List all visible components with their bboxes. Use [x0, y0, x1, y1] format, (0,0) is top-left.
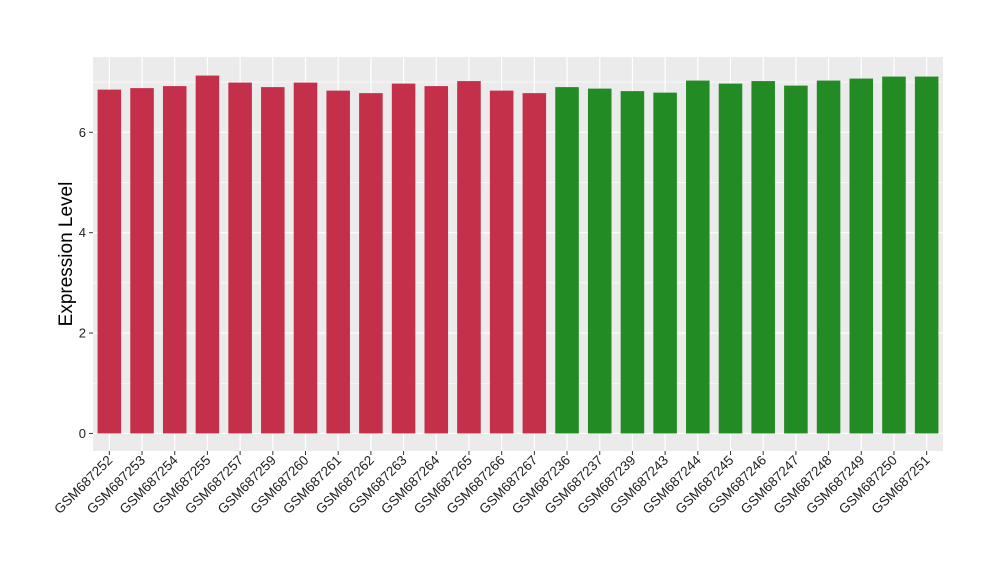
bar-GSM687246	[751, 81, 775, 434]
bar-GSM687255	[195, 75, 220, 434]
bar-GSM687264	[424, 86, 449, 434]
bar-GSM687245	[718, 83, 743, 434]
bar-GSM687263	[391, 83, 416, 434]
bar-GSM687265	[457, 81, 481, 434]
bar-GSM687247	[784, 85, 808, 434]
y-tick-label: 6	[79, 125, 86, 140]
bar-GSM687252	[97, 89, 122, 434]
bar-GSM687267	[522, 93, 547, 434]
bar-GSM687248	[816, 80, 841, 434]
bar-GSM687250	[882, 76, 906, 434]
bars	[97, 75, 939, 434]
bar-GSM687260	[293, 82, 318, 434]
x-axis: GSM687252GSM687253GSM687254GSM687255GSM6…	[51, 451, 933, 517]
plot-panel	[93, 57, 943, 451]
bar-GSM687266	[489, 90, 514, 434]
bar-GSM687261	[326, 90, 350, 434]
bar-GSM687237	[587, 88, 612, 434]
y-tick-label: 4	[79, 225, 86, 240]
y-axis: 0 2 4 6	[79, 125, 93, 441]
bar-GSM687251	[914, 76, 939, 434]
bar-GSM687239	[620, 91, 645, 434]
y-tick-label: 0	[79, 426, 86, 441]
bar-GSM687243	[653, 92, 677, 434]
bar-GSM687236	[555, 87, 579, 434]
bar-GSM687244	[686, 80, 710, 434]
bar-GSM687253	[130, 88, 154, 434]
bar-GSM687254	[162, 86, 187, 434]
y-axis-title: Expression Level	[56, 182, 77, 327]
bar-GSM687262	[359, 93, 383, 434]
bar-GSM687249	[849, 78, 874, 434]
y-tick-label: 2	[79, 326, 86, 341]
bar-GSM687259	[261, 87, 285, 434]
bar-GSM687257	[228, 82, 252, 434]
